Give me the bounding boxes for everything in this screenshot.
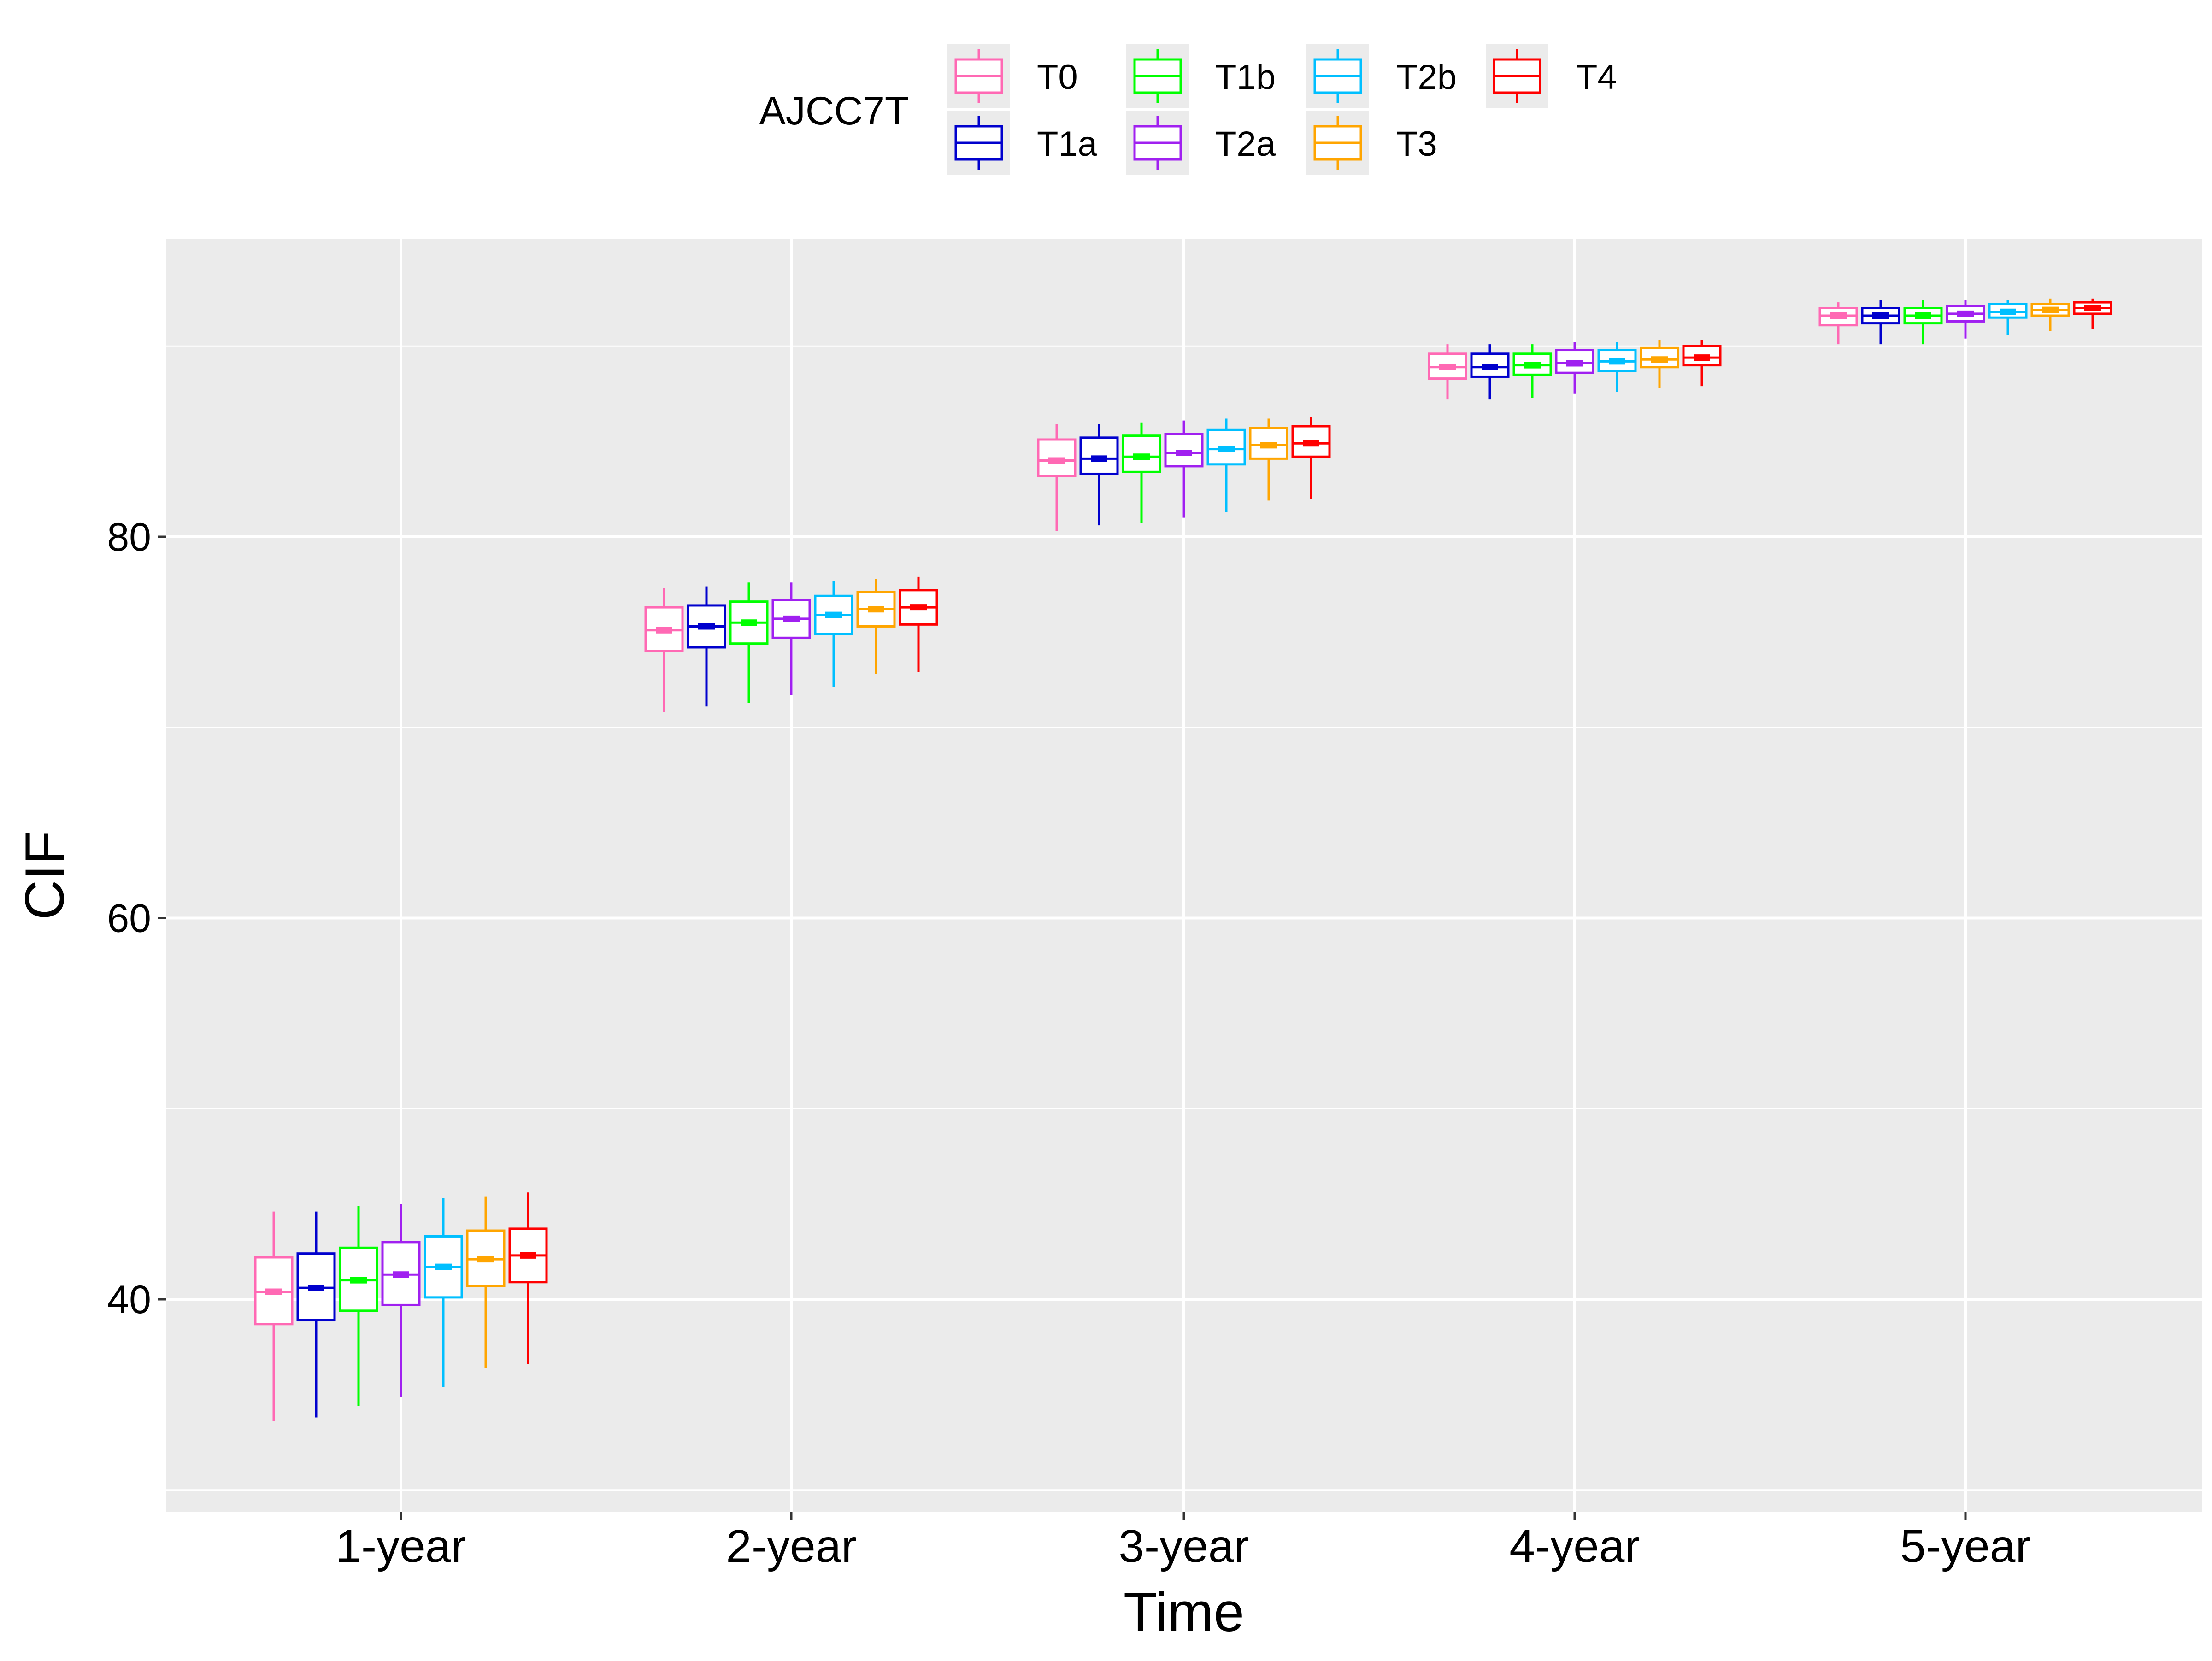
box-T1a-4-year bbox=[1470, 344, 1510, 400]
box-T3-5-year bbox=[2030, 298, 2070, 331]
legend-item-T1b: T1b bbox=[1126, 44, 1276, 108]
box-T1a-1-year bbox=[296, 1211, 336, 1418]
box-T2a-3-year bbox=[1164, 420, 1204, 518]
y-tick-label: 60 bbox=[107, 897, 151, 941]
x-tick-label: 4-year bbox=[1509, 1520, 1640, 1572]
box-T2a-5-year bbox=[1946, 300, 1985, 339]
box-body bbox=[1037, 438, 1077, 477]
box-T1b-1-year bbox=[339, 1206, 378, 1406]
box-T3-3-year bbox=[1249, 418, 1288, 501]
box-T3-4-year bbox=[1640, 340, 1679, 388]
x-tick-label: 1-year bbox=[335, 1520, 466, 1572]
legend-label: T2b bbox=[1396, 58, 1457, 97]
box-T1a-3-year bbox=[1079, 424, 1119, 526]
box-T4-5-year bbox=[2073, 298, 2112, 329]
box-T0-4-year bbox=[1428, 344, 1467, 400]
box-T4-1-year bbox=[508, 1192, 548, 1364]
box-T1b-2-year bbox=[729, 582, 769, 703]
box-T1b-3-year bbox=[1122, 422, 1161, 524]
box-T2b-4-year bbox=[1597, 342, 1637, 392]
y-axis-title: CIF bbox=[14, 831, 76, 920]
x-axis-title: Time bbox=[1124, 1581, 1244, 1643]
legend-label: T3 bbox=[1396, 124, 1437, 164]
box-T2a-2-year bbox=[771, 582, 811, 695]
box-T0-2-year bbox=[644, 588, 684, 712]
box-series bbox=[254, 298, 2112, 1421]
box-T2b-2-year bbox=[814, 581, 853, 687]
legend-item-T2b: T2b bbox=[1306, 44, 1457, 108]
box-T2b-5-year bbox=[1988, 300, 2028, 335]
legend-item-T0: T0 bbox=[947, 44, 1078, 108]
legend-item-T2a: T2a bbox=[1126, 111, 1276, 175]
y-tick-label: 40 bbox=[107, 1278, 151, 1322]
box-T2b-1-year bbox=[424, 1198, 463, 1387]
box-T4-4-year bbox=[1682, 340, 1722, 387]
gridlines bbox=[166, 239, 2202, 1512]
box-T2a-4-year bbox=[1555, 342, 1594, 394]
box-T4-3-year bbox=[1291, 417, 1331, 499]
box-T3-2-year bbox=[856, 579, 896, 674]
box-T2b-3-year bbox=[1206, 418, 1246, 512]
legend-label: T4 bbox=[1576, 58, 1617, 97]
legend-label: T1a bbox=[1037, 124, 1098, 164]
legend-label: T1b bbox=[1215, 58, 1276, 97]
box-T0-1-year bbox=[254, 1211, 294, 1421]
legend-item-T3: T3 bbox=[1306, 111, 1437, 175]
y-axis: 40 60 80 bbox=[107, 515, 166, 1322]
legend-title: AJCC7T bbox=[759, 89, 909, 133]
legend-item-T4: T4 bbox=[1486, 44, 1617, 108]
box-T0-5-year bbox=[1818, 302, 1858, 345]
box-T1a-5-year bbox=[1861, 300, 1900, 345]
box-T1b-4-year bbox=[1512, 344, 1552, 398]
x-tick-label: 5-year bbox=[1900, 1520, 2030, 1572]
x-axis: 1-year 2-year 3-year 4-year 5-year bbox=[335, 1512, 2031, 1572]
legend-label: T2a bbox=[1215, 124, 1276, 164]
box-T1a-2-year bbox=[687, 586, 726, 707]
legend-item-T1a: T1a bbox=[947, 111, 1098, 175]
box-T4-2-year bbox=[899, 576, 938, 672]
legend-label: T0 bbox=[1037, 58, 1078, 97]
y-tick-label: 80 bbox=[107, 515, 151, 559]
box-T0-3-year bbox=[1037, 424, 1077, 531]
box-T1b-5-year bbox=[1903, 300, 1943, 345]
legend: AJCC7T T0 T1a T1b T2a T2b T3 T4 bbox=[759, 44, 1617, 175]
box-T3-1-year bbox=[466, 1196, 506, 1368]
x-tick-label: 3-year bbox=[1118, 1520, 1249, 1572]
x-tick-label: 2-year bbox=[726, 1520, 856, 1572]
box-T2a-1-year bbox=[381, 1204, 421, 1397]
